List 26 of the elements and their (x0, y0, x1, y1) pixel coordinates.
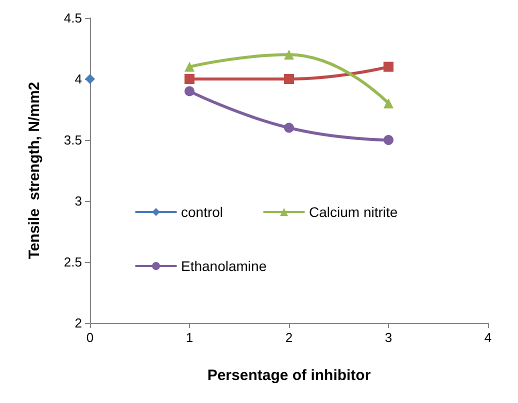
point (284, 74, 294, 84)
x-tick-label: 0 (86, 330, 94, 345)
point (284, 50, 294, 60)
x-tick-label: 4 (484, 330, 492, 345)
legend-label: Calcium nitrite (309, 204, 398, 220)
point (284, 122, 294, 133)
x-tick-label: 2 (285, 330, 293, 345)
y-tick-label: 2.5 (64, 254, 82, 270)
point (184, 86, 194, 96)
y-tick-label: 3.5 (64, 132, 82, 148)
point (384, 62, 394, 72)
y-tick-label: 2 (74, 316, 82, 330)
point (85, 74, 95, 84)
y-tick-label: 3 (74, 194, 82, 208)
point (184, 74, 194, 84)
y-tick-label: 4.5 (64, 10, 82, 26)
point (184, 62, 194, 72)
point (384, 98, 394, 108)
legend-label: Ethanolamine (181, 258, 267, 274)
point (384, 135, 394, 145)
legend-label: control (181, 204, 224, 220)
y-tick-label: 4 (74, 72, 82, 86)
x-tick-label: 1 (186, 330, 194, 345)
x-axis-title: Persentage of inhibitor (207, 367, 371, 384)
y-axis-title: Tensile strength, N/mm2 (26, 82, 43, 260)
x-tick-label: 3 (384, 330, 392, 345)
